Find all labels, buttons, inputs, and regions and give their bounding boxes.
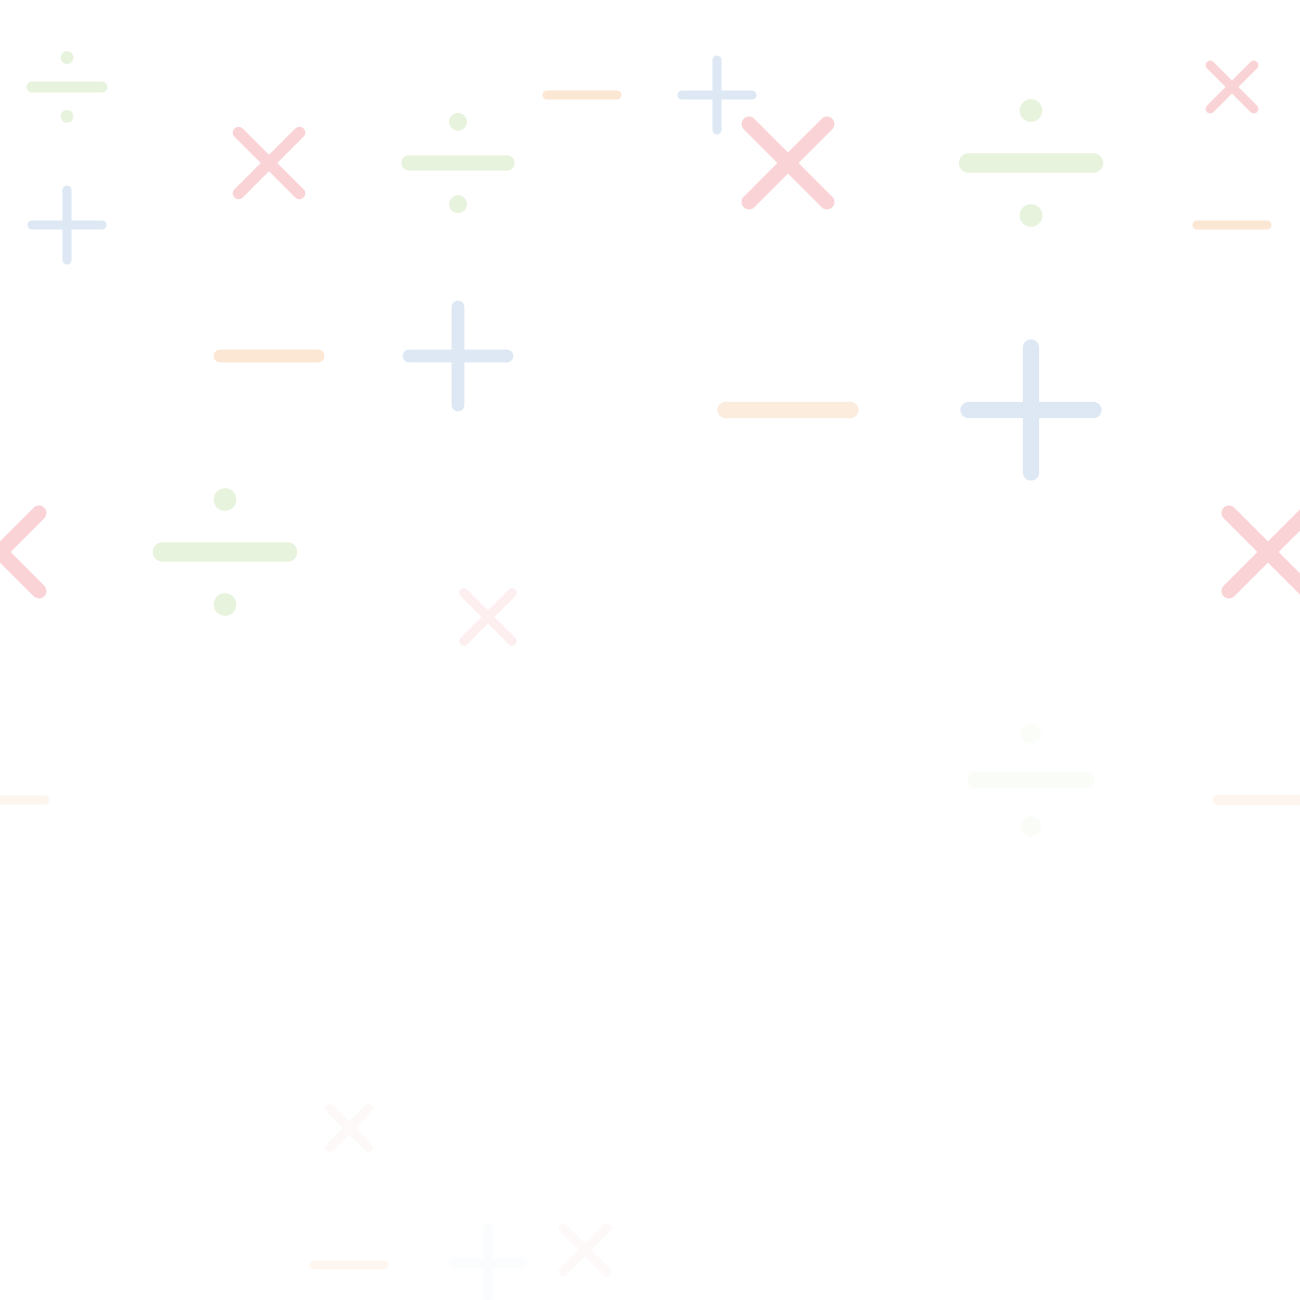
plus-icon xyxy=(448,1223,528,1300)
divide-icon xyxy=(401,112,515,214)
divide-icon xyxy=(967,723,1095,837)
divide-icon xyxy=(152,488,298,616)
plus-icon xyxy=(27,185,107,265)
plus-icon xyxy=(677,55,757,135)
divide-icon xyxy=(958,99,1104,227)
plus-icon xyxy=(960,339,1102,481)
divide-icon xyxy=(26,51,108,123)
times-icon xyxy=(1205,60,1259,114)
plus-icon xyxy=(402,300,514,412)
times-icon xyxy=(324,1103,374,1153)
times-icon xyxy=(0,505,47,599)
times-icon xyxy=(459,588,517,646)
times-icon xyxy=(1221,505,1300,599)
times-icon xyxy=(558,1223,612,1277)
times-icon xyxy=(741,116,835,210)
times-icon xyxy=(232,126,306,200)
